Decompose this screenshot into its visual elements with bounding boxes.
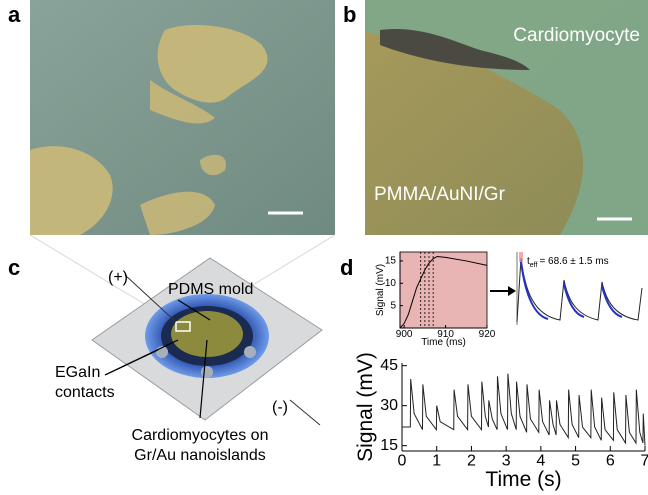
plot-background — [399, 251, 488, 329]
y-tick-label: 15 — [380, 437, 398, 454]
annotation: EGaIn — [55, 364, 100, 381]
annotation: contacts — [55, 384, 115, 401]
annotation: (+) — [108, 269, 128, 286]
y-axis-label: Signal (mV) — [375, 264, 386, 316]
data-line — [399, 255, 488, 329]
x-axis-label: Time (ms) — [421, 337, 466, 348]
panel-label: d — [340, 255, 353, 280]
panel-label: b — [343, 2, 356, 27]
arrow — [490, 286, 516, 296]
x-tick-label: 2 — [467, 452, 476, 469]
x-tick-label: 5 — [571, 452, 580, 469]
x-tick-label: 4 — [536, 452, 545, 469]
annotation: PMMA/AuNI/Gr — [374, 184, 506, 205]
y-tick-label: 45 — [380, 357, 398, 374]
x-tick-label: 1 — [432, 452, 441, 469]
annotation: teff = 68.6 ± 1.5 ms — [527, 256, 609, 269]
t-value: = 68.6 ± 1.5 ms — [539, 256, 608, 267]
device-diagram — [29, 234, 336, 426]
t-symbol: t — [527, 256, 530, 267]
y-tick-label: 5 — [390, 300, 396, 311]
x-tick-label: 900 — [396, 329, 413, 340]
x-tick-label: 910 — [437, 329, 454, 340]
panel-label: a — [8, 2, 21, 27]
y-tick-label: 15 — [385, 256, 397, 267]
annotation: Gr/Au nanoislands — [134, 447, 266, 464]
x-tick-label: 3 — [502, 452, 511, 469]
decay-trace — [516, 252, 643, 325]
annotation: (-) — [272, 399, 288, 416]
y-tick-label: 10 — [385, 278, 397, 289]
x-tick-label: 0 — [398, 452, 407, 469]
panel-label: c — [8, 255, 20, 280]
panel-a-image — [30, 0, 335, 235]
y-axis-label: Signal (mV) — [354, 352, 377, 462]
t-subscript: eff — [530, 262, 538, 269]
annotation: Cardiomyocytes on — [132, 427, 269, 444]
panel-b-image — [365, 0, 648, 235]
annotation: Cardiomyocyte — [513, 25, 640, 46]
x-tick-label: 7 — [641, 452, 648, 469]
data-line — [402, 373, 646, 446]
annotation: PDMS mold — [168, 281, 253, 298]
x-tick-label: 6 — [606, 452, 615, 469]
x-axis-label: Time (s) — [485, 468, 561, 491]
y-tick-label: 30 — [380, 397, 398, 414]
x-tick-label: 920 — [479, 329, 496, 340]
